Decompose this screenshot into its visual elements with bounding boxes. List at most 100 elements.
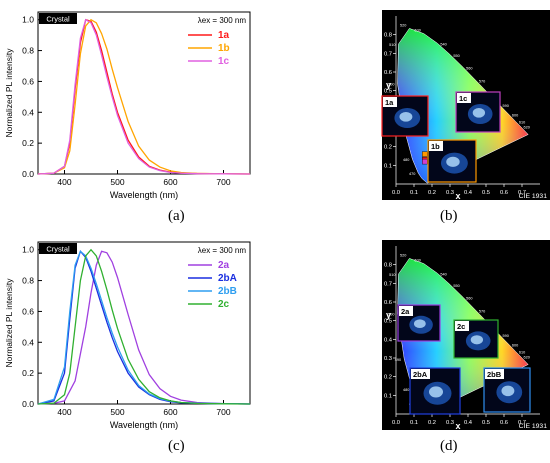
legend-label-2bA: 2bA bbox=[218, 273, 237, 284]
cie-wavelength-label: 500 bbox=[388, 313, 394, 317]
inset-2bA: 2bA bbox=[409, 367, 461, 415]
cie-wavelength-label: 570 bbox=[479, 309, 485, 313]
crystal-badge bbox=[39, 13, 77, 24]
inset-2c: 2c bbox=[453, 319, 499, 359]
legend-label-2c: 2c bbox=[218, 299, 230, 310]
inset-2a: 2a bbox=[397, 304, 441, 342]
inset-label-2c: 2c bbox=[457, 322, 465, 331]
x-tick-label: 400 bbox=[57, 407, 71, 417]
series-line-1b bbox=[37, 18, 251, 175]
y-tick-label: 1.0 bbox=[22, 15, 34, 25]
cie-wavelength-label: 540 bbox=[440, 42, 446, 46]
y-tick-label: 0.4 bbox=[22, 337, 34, 347]
inset-2bB: 2bB bbox=[483, 367, 531, 413]
crystal-core bbox=[446, 156, 460, 167]
cie-x-tick-label: 0.5 bbox=[482, 190, 490, 196]
cie-wavelength-label: 620 bbox=[524, 356, 530, 360]
cie-y-tick-label: 0.1 bbox=[384, 393, 392, 399]
x-tick-label: 700 bbox=[216, 407, 230, 417]
cie-y-tick-label: 0.4 bbox=[384, 337, 393, 343]
cie-wavelength-label: 540 bbox=[440, 272, 446, 276]
y-tick-label: 0.2 bbox=[22, 138, 34, 148]
plot-frame bbox=[37, 11, 251, 175]
cie-wavelength-label: 470 bbox=[409, 172, 415, 176]
inset-1b: 1b bbox=[427, 139, 477, 183]
cie-x-tick-label: 0.0 bbox=[392, 420, 400, 426]
chart-a: 0.0 0.2 0.4 0.6 0.8 1.0 400 500 600 700 Wavelength… bbox=[4, 11, 251, 200]
cie-wavelength-label: 500 bbox=[388, 83, 394, 87]
y-tick-label: 0.6 bbox=[22, 76, 34, 86]
cie-y-tick-label: 0.6 bbox=[384, 70, 392, 76]
x-tick-label: 500 bbox=[110, 177, 124, 187]
subfigure-label-a: (a) bbox=[168, 208, 185, 224]
cie-y-tick-label: 0.5 bbox=[384, 89, 392, 95]
x-tick-label: 500 bbox=[110, 407, 124, 417]
cie-wavelength-label: 520 bbox=[400, 253, 406, 257]
inset-1a: 1a bbox=[381, 95, 429, 137]
x-axis-label: Wavelength (nm) bbox=[110, 190, 178, 200]
crystal-badge-text: Crystal bbox=[46, 15, 70, 24]
cie-chart-d: 0.0 0.1 0.2 0.3 0.4 0.5 0.6 0.7 0.1 0.2 0.3 0.4 0.5 0… bbox=[382, 240, 550, 431]
legend-label-1a: 1a bbox=[218, 30, 230, 41]
cie-wavelength-label: 560 bbox=[466, 296, 472, 300]
y-tick-label: 1.0 bbox=[22, 245, 34, 255]
crystal-badge bbox=[39, 243, 77, 254]
crystal-core bbox=[413, 319, 426, 329]
cie-x-tick-label: 0.3 bbox=[446, 420, 454, 426]
crystal-core bbox=[429, 386, 443, 398]
y-tick-label: 0.0 bbox=[22, 169, 34, 179]
cie-y-label: y bbox=[386, 310, 391, 320]
cie-x-tick-label: 0.1 bbox=[410, 190, 418, 196]
inset-label-2bA: 2bA bbox=[413, 370, 428, 379]
cie-x-tick-label: 0.4 bbox=[464, 420, 473, 426]
crystal-core bbox=[470, 335, 484, 345]
cie-wavelength-label: 480 bbox=[403, 388, 409, 392]
x-tick-label: 700 bbox=[216, 177, 230, 187]
cie-wavelength-label: 600 bbox=[512, 343, 518, 347]
cie-x-tick-label: 0.7 bbox=[518, 420, 526, 426]
inset-label-bg bbox=[485, 369, 504, 379]
cie-y-tick-label: 0.6 bbox=[384, 300, 392, 306]
cie-wavelength-label: 590 bbox=[503, 334, 509, 338]
y-tick-label: 0.4 bbox=[22, 107, 34, 117]
inset-label-bg bbox=[429, 141, 443, 151]
crystal-core bbox=[472, 108, 486, 118]
y-tick-label: 0.8 bbox=[22, 276, 34, 286]
cie-wavelength-label: 560 bbox=[466, 66, 472, 70]
cie-x-tick-label: 0.4 bbox=[464, 190, 473, 196]
cie-y-tick-label: 0.1 bbox=[384, 163, 392, 169]
cie-x-tick-label: 0.2 bbox=[428, 420, 436, 426]
cie-wavelength-label: 610 bbox=[519, 351, 525, 355]
cie-wavelength-label: 550 bbox=[453, 54, 459, 58]
inset-label-bg bbox=[411, 369, 430, 379]
inset-label-2a: 2a bbox=[401, 307, 410, 316]
cie-wavelength-label: 510 bbox=[389, 273, 395, 277]
cie-y-tick-label: 0.2 bbox=[384, 145, 392, 151]
inset-1c: 1c bbox=[455, 91, 501, 133]
cie-point-1c bbox=[422, 158, 428, 165]
subfigure-label-b: (b) bbox=[440, 208, 458, 224]
cie-title: CIE 1931 bbox=[519, 193, 548, 200]
cie-wavelength-label: 510 bbox=[389, 43, 395, 47]
cie-point-1b bbox=[422, 151, 428, 157]
cie-x-tick-label: 0.1 bbox=[410, 420, 418, 426]
cie-y-tick-label: 0.2 bbox=[384, 375, 392, 381]
y-tick-label: 0.2 bbox=[22, 368, 34, 378]
y-tick-label: 0.0 bbox=[22, 399, 34, 409]
crystal-badge-text: Crystal bbox=[46, 245, 70, 254]
cie-wavelength-label: 490 bbox=[395, 358, 401, 362]
series-line-1c bbox=[37, 18, 251, 175]
cie-x-tick-label: 0.2 bbox=[428, 190, 436, 196]
cie-wavelength-label: 530 bbox=[415, 259, 421, 263]
subfigure-label-c: (c) bbox=[168, 438, 185, 454]
cie-chart-b: 0.00.10.20.30.40.50.60.70.10.20.30.40.50… bbox=[381, 10, 550, 201]
cie-wavelength-label: 570 bbox=[479, 79, 485, 83]
cie-x-tick-label: 0.0 bbox=[392, 190, 400, 196]
excitation-label: λex = 300 nm bbox=[198, 246, 247, 255]
series-line-2a bbox=[37, 250, 251, 405]
cie-x-label: x bbox=[455, 191, 460, 201]
cie-x-tick-label: 0.6 bbox=[500, 190, 508, 196]
cie-y-tick-label: 0.3 bbox=[384, 356, 392, 362]
cie-title: CIE 1931 bbox=[519, 423, 548, 430]
y-axis-label: Normalized PL intensity bbox=[4, 278, 14, 368]
